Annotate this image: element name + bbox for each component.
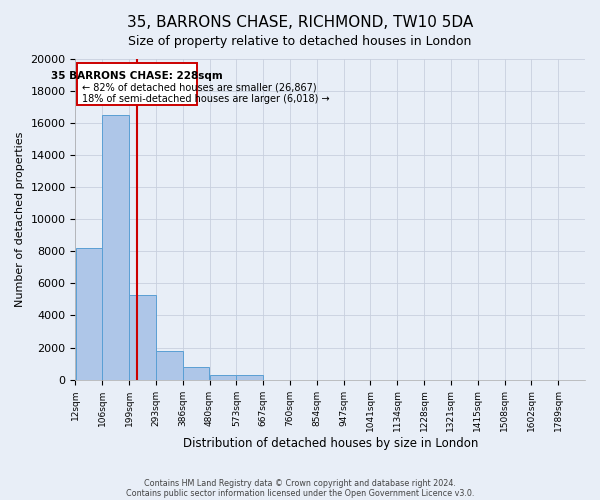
Bar (236, 375, 263, 380)
Bar (103, 115, 129, 380)
Bar (77, 63, 197, 106)
Text: Size of property relative to detached houses in London: Size of property relative to detached ho… (128, 35, 472, 48)
Bar (209, 375, 236, 380)
Text: 35 BARRONS CHASE: 228sqm: 35 BARRONS CHASE: 228sqm (51, 70, 223, 81)
Text: Contains HM Land Registry data © Crown copyright and database right 2024.: Contains HM Land Registry data © Crown c… (144, 478, 456, 488)
Text: 18% of semi-detached houses are larger (6,018) →: 18% of semi-detached houses are larger (… (82, 94, 329, 104)
Bar (183, 367, 209, 380)
Bar (129, 294, 156, 380)
Text: 35, BARRONS CHASE, RICHMOND, TW10 5DA: 35, BARRONS CHASE, RICHMOND, TW10 5DA (127, 15, 473, 30)
Y-axis label: Number of detached properties: Number of detached properties (15, 132, 25, 307)
Text: Contains public sector information licensed under the Open Government Licence v3: Contains public sector information licen… (126, 488, 474, 498)
X-axis label: Distribution of detached houses by size in London: Distribution of detached houses by size … (182, 437, 478, 450)
Bar (76, 248, 102, 380)
Text: ← 82% of detached houses are smaller (26,867): ← 82% of detached houses are smaller (26… (82, 82, 316, 92)
Bar (156, 350, 182, 380)
